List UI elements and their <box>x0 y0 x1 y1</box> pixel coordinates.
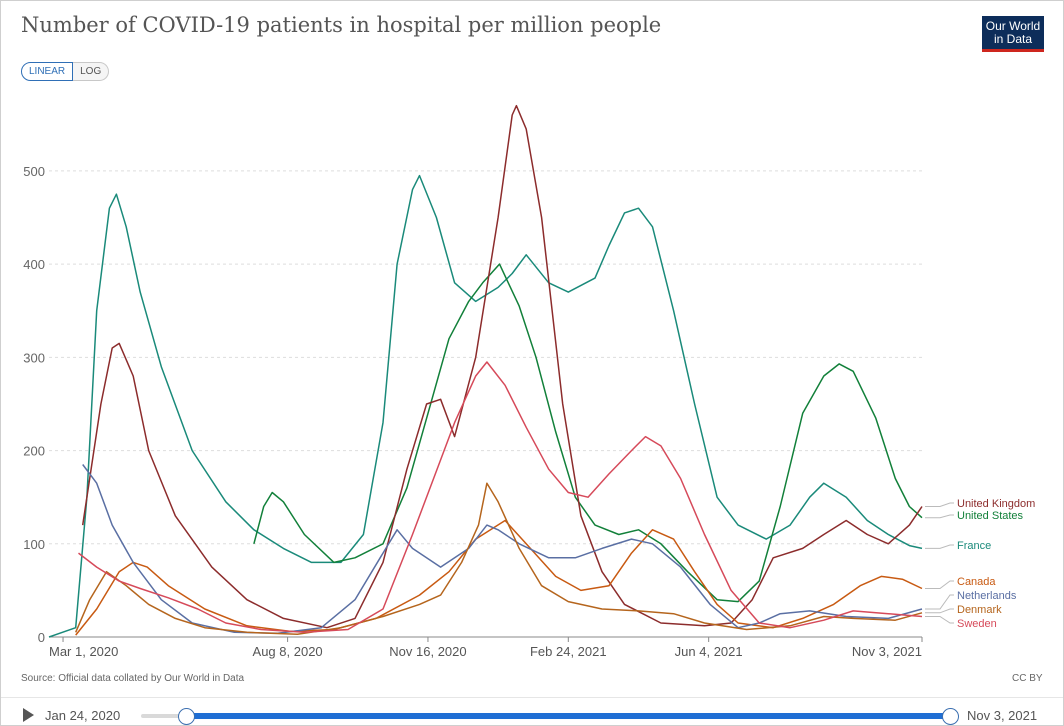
x-tick-label: Aug 8, 2020 <box>253 644 323 659</box>
scale-toggle: LINEAR LOG <box>21 62 110 81</box>
x-tick-label: Mar 1, 2020 <box>49 644 118 659</box>
timeline-end-handle[interactable] <box>942 708 959 725</box>
logo-line-1: Our World <box>985 19 1041 33</box>
label-connector <box>925 544 954 549</box>
x-tick-label: Jun 4, 2021 <box>675 644 743 659</box>
series-label-denmark: Denmark <box>957 604 1002 616</box>
y-tick-label: 300 <box>23 350 45 365</box>
x-tick-label: Nov 3, 2021 <box>852 644 922 659</box>
y-tick-label: 100 <box>23 537 45 552</box>
label-connector <box>925 594 954 610</box>
series-line-netherlands <box>82 464 923 635</box>
logo-line-2: in Data <box>993 32 1033 46</box>
series-label-netherlands: Netherlands <box>957 590 1017 602</box>
series-lines <box>48 104 923 638</box>
timeline-end-date: Nov 3, 2021 <box>967 708 1038 723</box>
timeline-start-date: Jan 24, 2020 <box>45 708 121 723</box>
x-axis-ticks: Mar 1, 2020 Aug 8, 2020 Nov 16, 2020 Feb 24… <box>49 637 923 659</box>
series-line-denmark <box>75 482 923 635</box>
series-line-sweden <box>78 361 923 634</box>
chart-title: Number of COVID-19 patients in hospital … <box>21 13 662 37</box>
series-line-united-states <box>253 263 923 603</box>
series-label-france: France <box>957 540 991 552</box>
label-connector <box>925 608 954 614</box>
series-line-canada <box>75 519 923 636</box>
timeline-selected-range <box>187 713 951 719</box>
timeline-bar: Jan 24, 2020 Nov 3, 2021 <box>1 697 1063 725</box>
x-tick-label: Nov 16, 2020 <box>389 644 466 659</box>
y-tick-label: 0 <box>38 630 45 645</box>
log-scale-button[interactable]: LOG <box>73 62 110 81</box>
y-tick-label: 400 <box>23 257 45 272</box>
line-chart: 0 100 200 300 400 500 Mar 1, 2020 Aug 8, 2020 N… <box>23 104 1035 659</box>
linear-scale-button[interactable]: LINEAR <box>21 62 74 81</box>
grid-lines <box>49 170 922 638</box>
y-tick-label: 200 <box>23 444 45 459</box>
label-connector <box>925 616 954 624</box>
owid-logo[interactable]: Our World in Data <box>982 16 1044 52</box>
series-line-united-kingdom <box>81 104 923 629</box>
series-line-france <box>48 174 923 638</box>
source-note: Source: Official data collated by Our Wo… <box>21 673 245 684</box>
series-label-canada: Canada <box>957 576 996 588</box>
label-connector <box>925 502 954 507</box>
play-icon[interactable] <box>23 708 34 722</box>
series-label-united-kingdom: United Kingdom <box>957 498 1035 510</box>
series-label-sweden: Sweden <box>957 618 997 630</box>
y-tick-label: 500 <box>23 164 45 179</box>
timeline-start-handle[interactable] <box>178 708 195 725</box>
license-label[interactable]: CC BY <box>1012 673 1043 684</box>
label-connector <box>925 580 954 589</box>
label-connector <box>925 514 954 519</box>
x-tick-label: Feb 24, 2021 <box>530 644 607 659</box>
series-label-united-states: United States <box>957 510 1024 522</box>
y-axis-ticks: 0 100 200 300 400 500 <box>23 164 45 645</box>
